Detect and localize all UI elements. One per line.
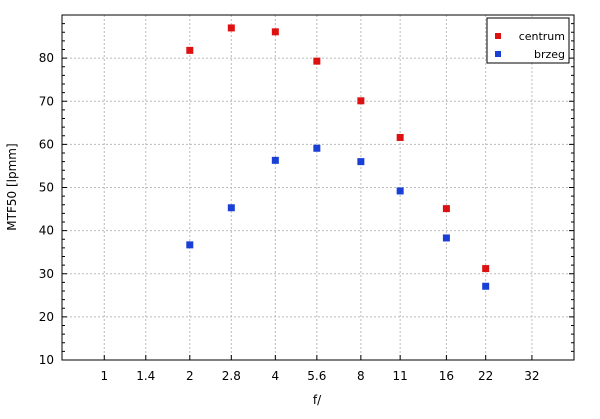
x-tick-label: 2 bbox=[186, 369, 194, 383]
legend-label-centrum: centrum bbox=[519, 30, 565, 43]
y-tick-label: 30 bbox=[39, 267, 54, 281]
y-tick-label: 80 bbox=[39, 51, 54, 65]
data-point-brzeg bbox=[442, 234, 450, 242]
y-tick-label: 20 bbox=[39, 310, 54, 324]
legend-marker-brzeg bbox=[495, 51, 501, 57]
y-tick-label: 10 bbox=[39, 353, 54, 367]
data-point-centrum bbox=[396, 133, 404, 141]
data-point-centrum bbox=[227, 24, 235, 32]
x-tick-label: 22 bbox=[478, 369, 493, 383]
x-tick-label: 8 bbox=[357, 369, 365, 383]
data-point-brzeg bbox=[227, 204, 235, 212]
x-tick-label: 16 bbox=[439, 369, 454, 383]
legend: centrum brzeg bbox=[486, 17, 570, 64]
data-point-brzeg bbox=[271, 156, 279, 164]
data-point-brzeg bbox=[396, 187, 404, 195]
legend-marker-centrum bbox=[495, 33, 501, 39]
data-point-centrum bbox=[186, 46, 194, 54]
data-point-brzeg bbox=[186, 241, 194, 249]
legend-label-brzeg: brzeg bbox=[534, 48, 565, 61]
y-axis-label: MTF50 [lpmm] bbox=[5, 143, 19, 230]
data-point-centrum bbox=[271, 28, 279, 36]
tick-layer: 1 1.4 2 2.8 4 5.6 8 11 16 22 32 10 20 30 40 50 60 70 80 bbox=[39, 23, 574, 383]
data-point-brzeg bbox=[313, 144, 321, 152]
point-layer bbox=[186, 24, 490, 290]
y-tick-label: 40 bbox=[39, 224, 54, 238]
y-tick-label: 70 bbox=[39, 94, 54, 108]
data-point-centrum bbox=[313, 57, 321, 65]
x-tick-label: 1 bbox=[100, 369, 108, 383]
grid-layer bbox=[62, 15, 574, 360]
data-point-brzeg bbox=[357, 158, 365, 166]
data-point-centrum bbox=[357, 97, 365, 105]
y-tick-label: 50 bbox=[39, 181, 54, 195]
y-tick-label: 60 bbox=[39, 137, 54, 151]
x-tick-label: 1.4 bbox=[136, 369, 155, 383]
data-point-brzeg bbox=[482, 282, 490, 290]
data-point-centrum bbox=[482, 265, 490, 273]
x-tick-label: 2.8 bbox=[222, 369, 241, 383]
x-tick-label: 32 bbox=[524, 369, 539, 383]
x-tick-label: 4 bbox=[272, 369, 280, 383]
x-tick-label: 11 bbox=[393, 369, 408, 383]
x-tick-label: 5.6 bbox=[307, 369, 326, 383]
data-point-centrum bbox=[442, 205, 450, 213]
x-axis-label: f/ bbox=[313, 393, 322, 407]
